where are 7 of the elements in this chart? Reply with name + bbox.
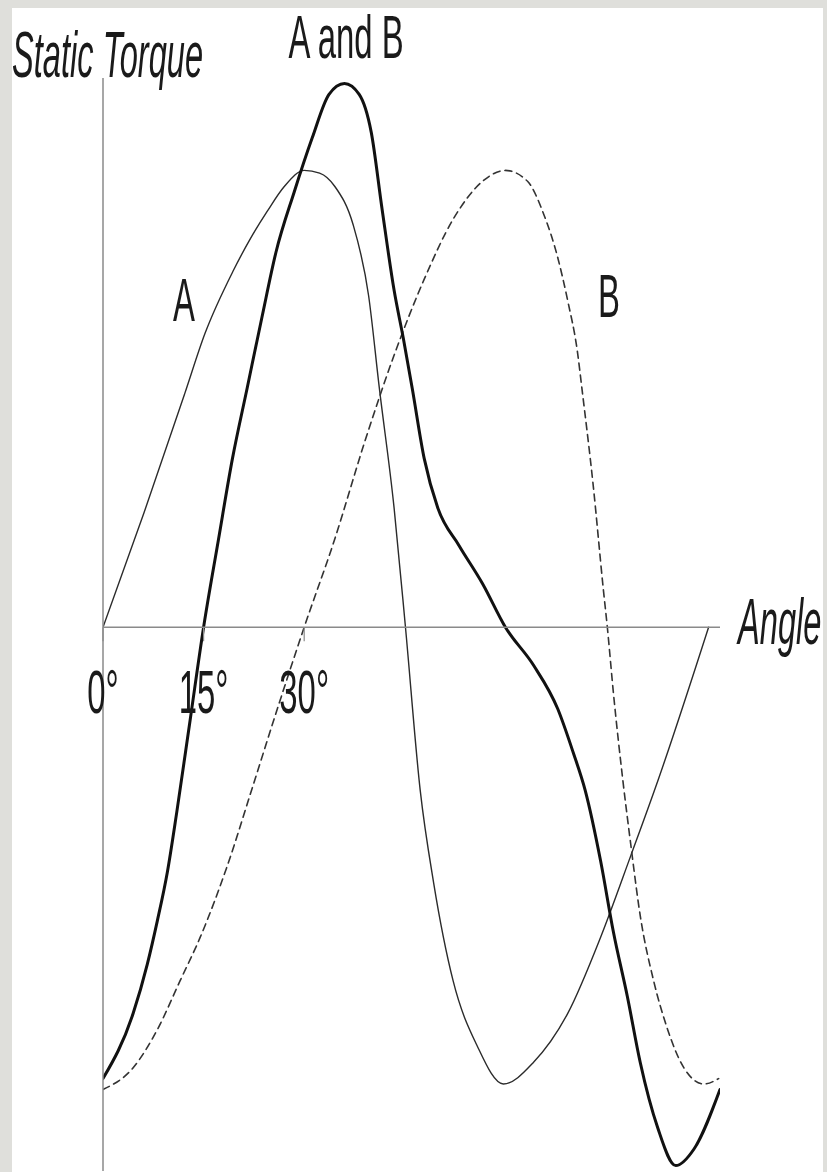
y-axis-title: Static Torque [12, 19, 204, 91]
x-tick-label: 30° [279, 656, 330, 727]
x-axis-title: Angle [738, 586, 822, 659]
x-tick-label: 0° [87, 656, 119, 727]
series-label: A and B [288, 2, 404, 72]
series-label: A [173, 265, 196, 335]
series-label: B [598, 261, 621, 331]
